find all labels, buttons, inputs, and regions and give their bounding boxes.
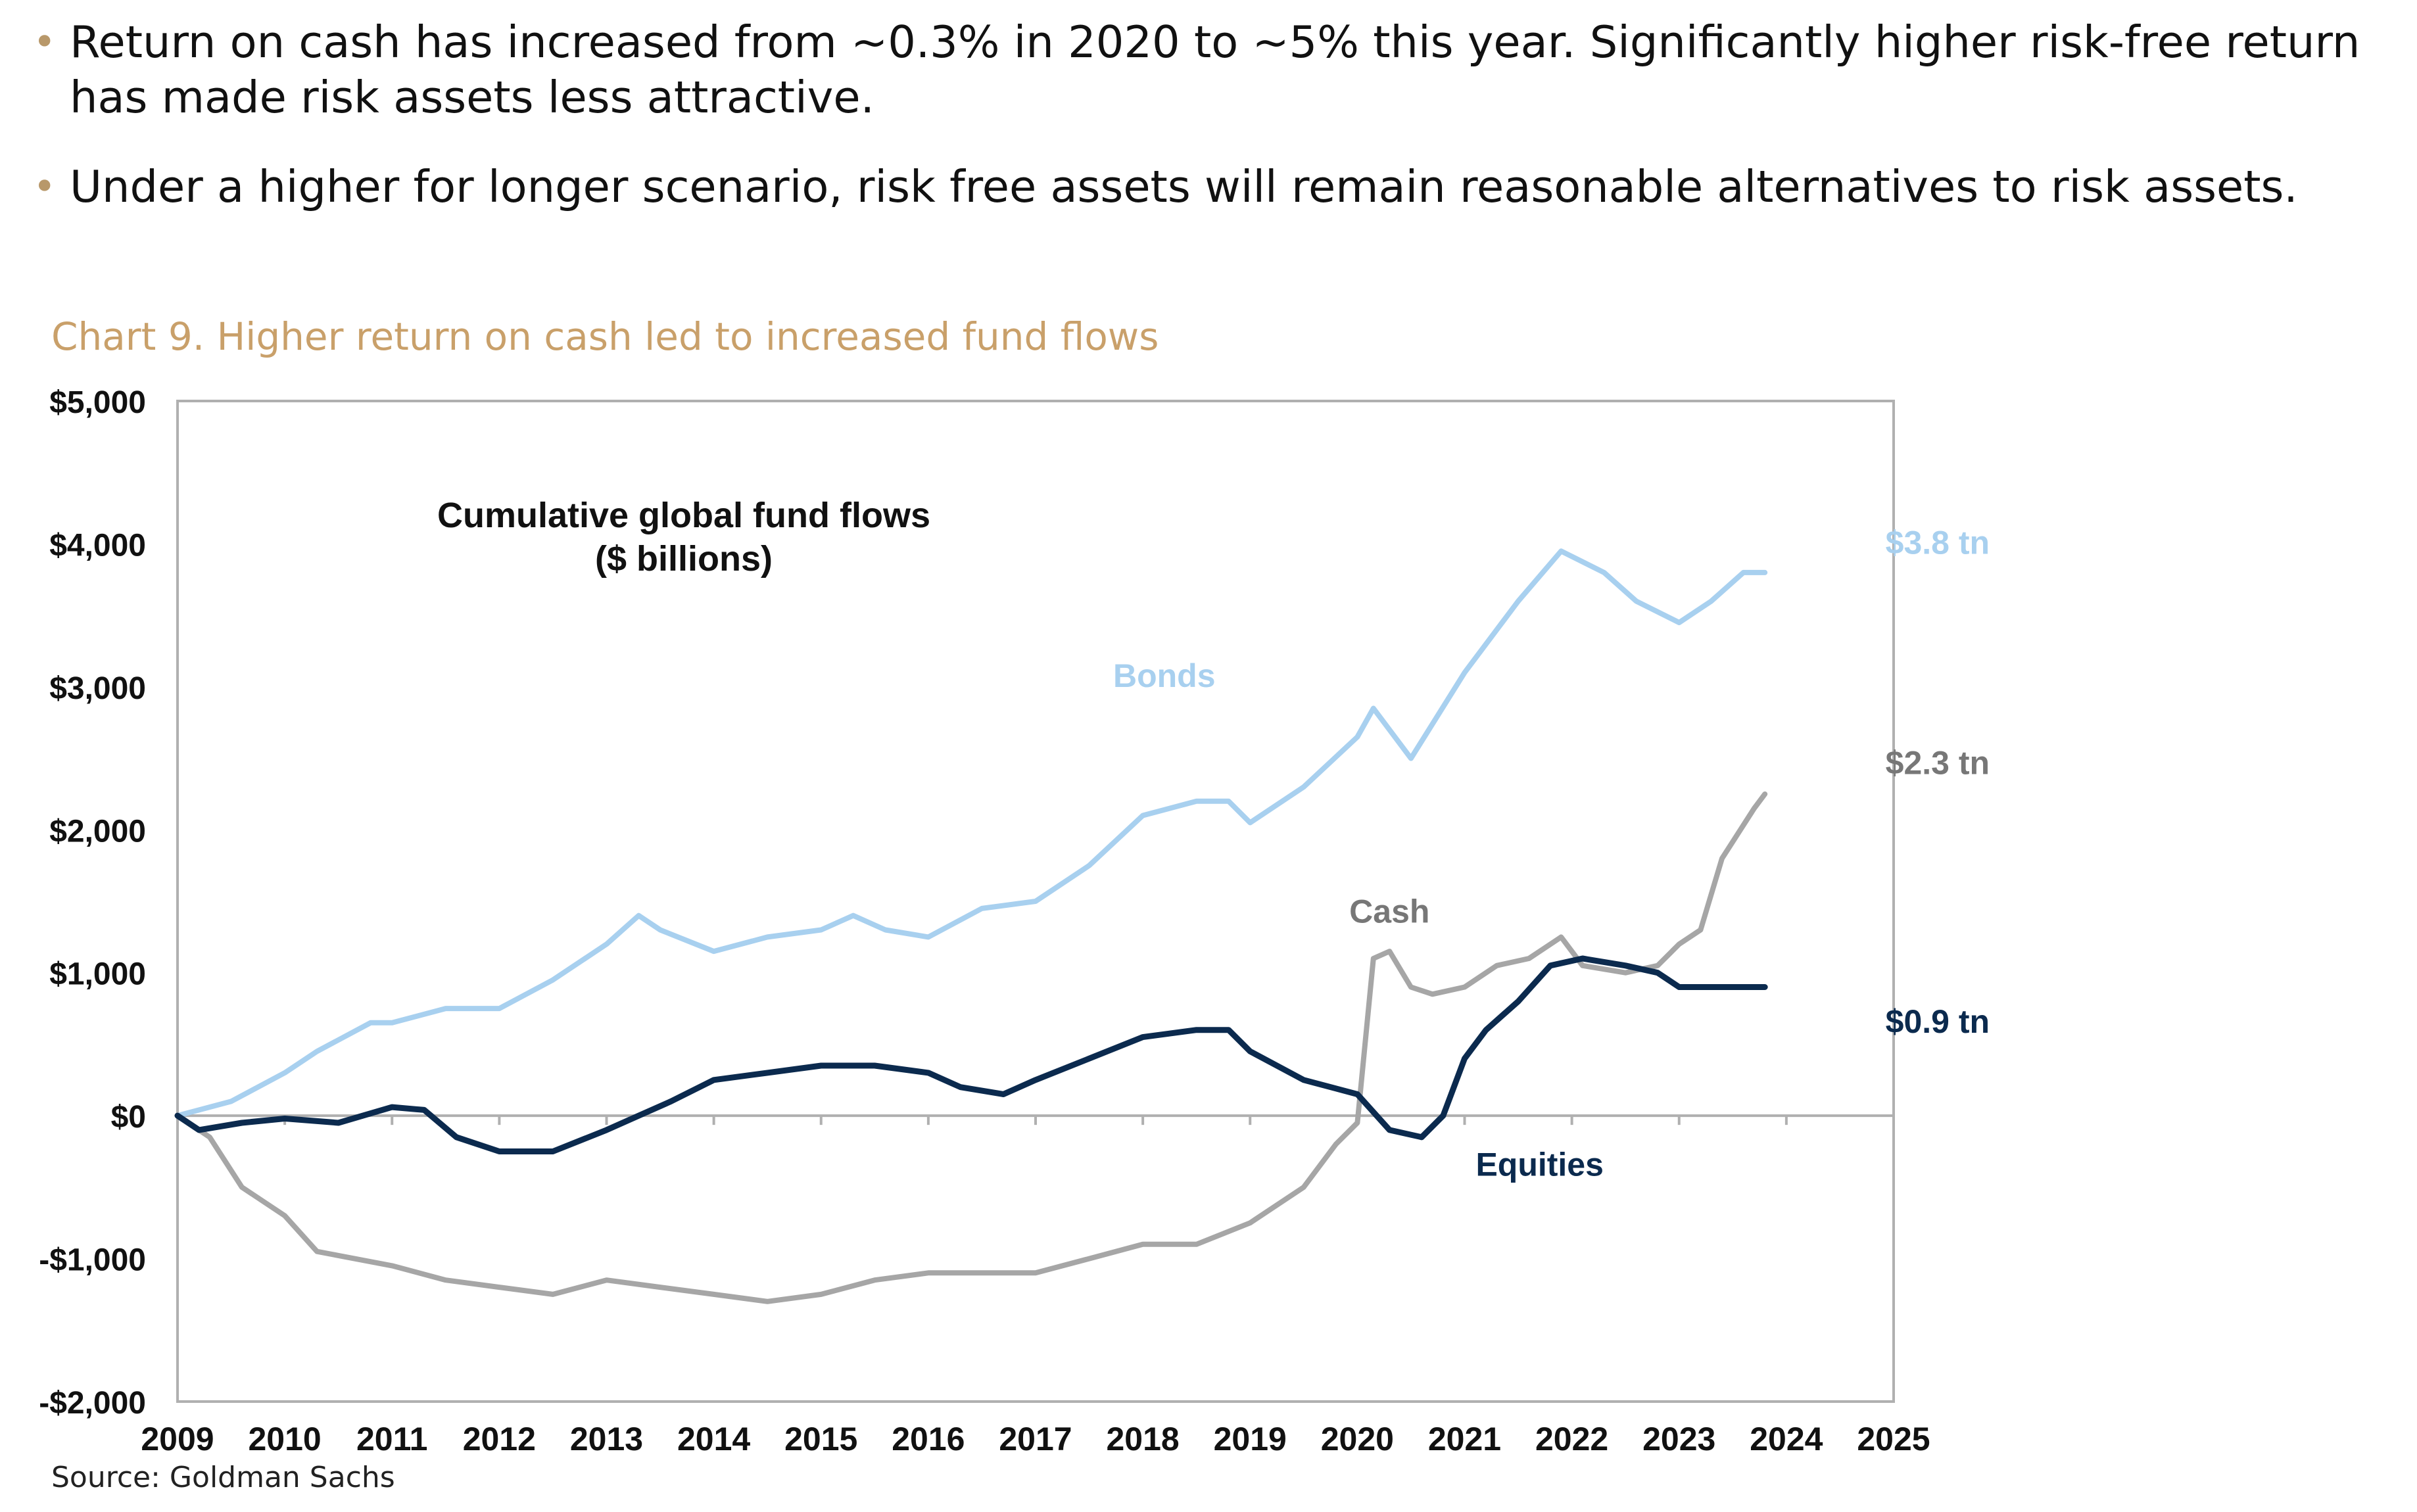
y-tick-label: $4,000 — [49, 528, 146, 563]
x-tick-label: 2023 — [1642, 1421, 1715, 1457]
series-end-label: $0.9 tn — [1886, 1003, 1990, 1040]
y-tick-label: $5,000 — [49, 385, 146, 420]
x-tick-label: 2024 — [1750, 1421, 1823, 1457]
plot-title: Cumulative global fund flows — [437, 496, 930, 535]
series-name-label: Bonds — [1113, 657, 1216, 694]
x-tick-label: 2019 — [1214, 1421, 1287, 1457]
x-tick-label: 2014 — [677, 1421, 750, 1457]
series-line-cash — [175, 791, 1768, 1304]
x-tick-label: 2015 — [784, 1421, 857, 1457]
series-end-label: $3.8 tn — [1886, 525, 1990, 561]
bullet-dot-icon: • — [33, 19, 57, 65]
plot-subtitle: ($ billions) — [595, 539, 773, 579]
series-name-label: Cash — [1349, 893, 1429, 930]
x-tick-label: 2022 — [1535, 1421, 1608, 1457]
x-tick-label: 2009 — [141, 1421, 214, 1457]
x-tick-label: 2025 — [1857, 1421, 1930, 1457]
y-tick-label: $0 — [111, 1100, 146, 1135]
bullet-text: Return on cash has increased from ~0.3% … — [70, 16, 2360, 123]
y-tick-label: $2,000 — [49, 814, 146, 849]
source-note: Source: Goldman Sachs — [51, 1461, 395, 1494]
x-tick-label: 2013 — [570, 1421, 643, 1457]
bullet-item: • Under a higher for longer scenario, ri… — [26, 159, 2367, 214]
x-tick-label: 2018 — [1107, 1421, 1180, 1457]
x-tick-label: 2020 — [1321, 1421, 1394, 1457]
series-end-label: $2.3 tn — [1886, 744, 1990, 781]
bullet-text: Under a higher for longer scenario, risk… — [70, 161, 2298, 212]
x-tick-label: 2016 — [892, 1421, 965, 1457]
x-tick-label: 2011 — [356, 1421, 427, 1457]
chart-title: Chart 9. Higher return on cash led to in… — [51, 314, 1159, 359]
bullet-list: • Return on cash has increased from ~0.3… — [26, 14, 2367, 248]
plot-frame — [176, 400, 1895, 1403]
y-tick-label: $3,000 — [49, 671, 146, 706]
y-tick-label: $1,000 — [49, 957, 146, 992]
bullet-item: • Return on cash has increased from ~0.3… — [26, 14, 2367, 125]
x-tick-label: 2017 — [999, 1421, 1072, 1457]
y-tick-label: -$2,000 — [39, 1386, 146, 1421]
y-tick-label: -$1,000 — [39, 1243, 146, 1278]
series-name-label: Equities — [1475, 1146, 1603, 1183]
series-line-equities — [174, 955, 1768, 1154]
bullet-dot-icon: • — [33, 164, 57, 210]
x-tick-label: 2021 — [1428, 1421, 1501, 1457]
series-line-bonds — [175, 548, 1768, 1119]
x-tick-label: 2012 — [463, 1421, 536, 1457]
x-tick-label: 2010 — [249, 1421, 322, 1457]
